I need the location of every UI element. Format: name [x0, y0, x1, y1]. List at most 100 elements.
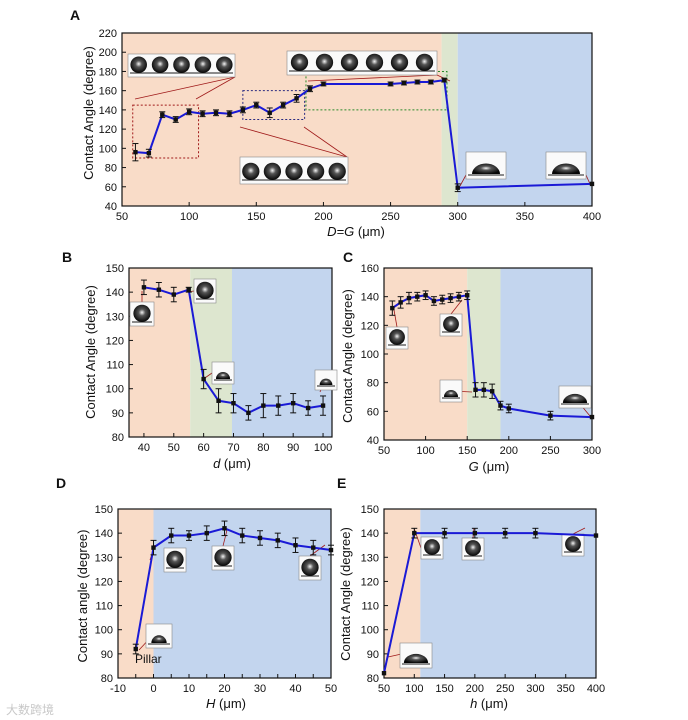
droplet-B-2-0 [215, 371, 231, 379]
droplet-E-0-0 [403, 653, 429, 663]
droplet-E-3-0 [565, 536, 581, 553]
xtick-label-A-7: 400 [583, 211, 601, 223]
leader-line-A-0 [134, 76, 236, 100]
series-line-D [134, 527, 332, 650]
leader-line-A-7 [585, 174, 591, 185]
xtick-label-C-3: 200 [500, 445, 518, 457]
droplet-B-3-0 [319, 378, 333, 385]
droplet-A-0-2 [173, 56, 190, 73]
xlabel-C: G (μm) [469, 459, 510, 474]
panel-letter-E: E [337, 475, 346, 491]
xtick-label-C-4: 250 [541, 445, 559, 457]
ytick-label-B-6: 140 [106, 287, 124, 299]
ytick-label-A-0: 40 [105, 201, 117, 213]
data-point-B-9 [276, 403, 281, 408]
ytick-label-A-8: 200 [99, 47, 117, 59]
ytick-label-A-1: 60 [105, 182, 117, 194]
data-point-D-0 [133, 646, 138, 652]
data-point-C-1 [398, 300, 403, 305]
data-point-B-8 [261, 403, 266, 408]
data-point-D-3 [186, 533, 192, 538]
zone-C-2 [500, 268, 592, 440]
data-point-D-10 [311, 545, 316, 550]
droplet-C-1-0 [443, 316, 459, 332]
xtick-label-B-1: 50 [168, 442, 180, 454]
data-point-A-10 [267, 110, 272, 115]
xtick-label-B-6: 100 [314, 442, 332, 454]
droplet-A-1-5 [415, 53, 434, 71]
xtick-label-E-1: 100 [405, 683, 423, 695]
data-point-A-14 [321, 81, 326, 87]
droplet-A-1-3 [365, 53, 384, 71]
xtick-label-D-6: 20 [218, 683, 230, 695]
ytick-label-E-7: 150 [361, 504, 379, 516]
panel-letter-A: A [70, 7, 80, 23]
droplet-E-1-0 [424, 539, 440, 556]
droplet-inset-A-0 [127, 53, 236, 78]
data-point-B-5 [216, 398, 221, 403]
xtick-label-C-1: 100 [416, 445, 434, 457]
ytick-label-A-2: 80 [105, 163, 117, 175]
droplet-A-1-0 [290, 53, 309, 71]
data-point-A-8 [240, 107, 246, 113]
leader-line-A-4 [307, 74, 438, 82]
zone-B-0 [129, 268, 191, 437]
ytick-label-E-4: 120 [361, 576, 379, 588]
droplet-inset-B-0 [129, 301, 155, 327]
panel-C: C 40 60 80 100 120 140 160 50 100 150 200 250 300 Co… [340, 249, 601, 474]
data-point-A-5 [200, 111, 205, 116]
data-point-A-21 [589, 181, 595, 187]
xtick-label-A-4: 250 [381, 211, 399, 223]
data-point-C-8 [456, 294, 462, 299]
ytick-label-B-2: 100 [106, 384, 124, 396]
xlabel-A-unit: (μm) [354, 224, 385, 239]
ylabel-C: Contact Angle (degree) [340, 289, 355, 423]
plot-frame-A [121, 32, 593, 207]
data-point-C-16 [589, 414, 595, 420]
xtick-label-D-8: 30 [254, 683, 266, 695]
data-point-B-0 [141, 285, 147, 290]
droplet-A-2-1 [263, 162, 282, 180]
ytick-label-E-5: 130 [361, 552, 379, 564]
xtick-label-E-5: 300 [526, 683, 544, 695]
droplet-A-2-0 [242, 162, 260, 180]
leader-line-C-1 [450, 299, 463, 315]
data-point-A-16 [401, 80, 407, 86]
data-point-A-2 [160, 112, 165, 117]
data-point-E-3 [472, 530, 478, 536]
ylabel-B: Contact Angle (degree) [83, 285, 98, 419]
xlabel-D-unit: (μm) [215, 696, 246, 711]
xlabel-A-var: D=G [327, 224, 354, 239]
data-point-C-5 [431, 298, 437, 304]
droplet-B-0-0 [133, 304, 151, 322]
data-point-A-19 [442, 77, 447, 83]
ytick-label-C-6: 160 [361, 263, 379, 275]
data-point-D-7 [257, 535, 263, 541]
ytick-label-B-1: 90 [112, 408, 124, 420]
data-point-A-9 [254, 102, 259, 108]
droplet-A-3-0 [472, 163, 500, 174]
droplet-A-0-1 [151, 56, 169, 73]
ytick-label-D-7: 150 [95, 504, 113, 516]
data-point-C-9 [465, 293, 470, 298]
xtick-label-A-5: 300 [449, 211, 467, 223]
data-point-E-5 [533, 530, 538, 536]
ylabel-A: Contact Angle (degree) [81, 46, 96, 180]
ytick-label-E-0: 80 [367, 673, 379, 685]
ytick-label-D-3: 110 [95, 601, 113, 613]
ytick-label-A-9: 220 [99, 28, 117, 40]
droplet-A-0-4 [216, 56, 233, 73]
xlabel-C-unit: (μm) [479, 459, 510, 474]
ytick-label-E-6: 140 [361, 528, 379, 540]
data-point-B-6 [231, 401, 236, 406]
panel-letter-C: C [343, 249, 353, 265]
ytick-label-C-3: 100 [361, 349, 379, 361]
xtick-label-B-4: 80 [257, 442, 269, 454]
droplet-D-1-0 [166, 550, 184, 568]
droplet-inset-C-0 [385, 326, 409, 350]
ytick-label-B-4: 120 [106, 335, 124, 347]
panel-letter-D: D [56, 475, 66, 491]
data-point-C-11 [481, 387, 487, 393]
ytick-label-D-0: 80 [101, 673, 113, 685]
xtick-label-D-2: 0 [150, 683, 156, 695]
